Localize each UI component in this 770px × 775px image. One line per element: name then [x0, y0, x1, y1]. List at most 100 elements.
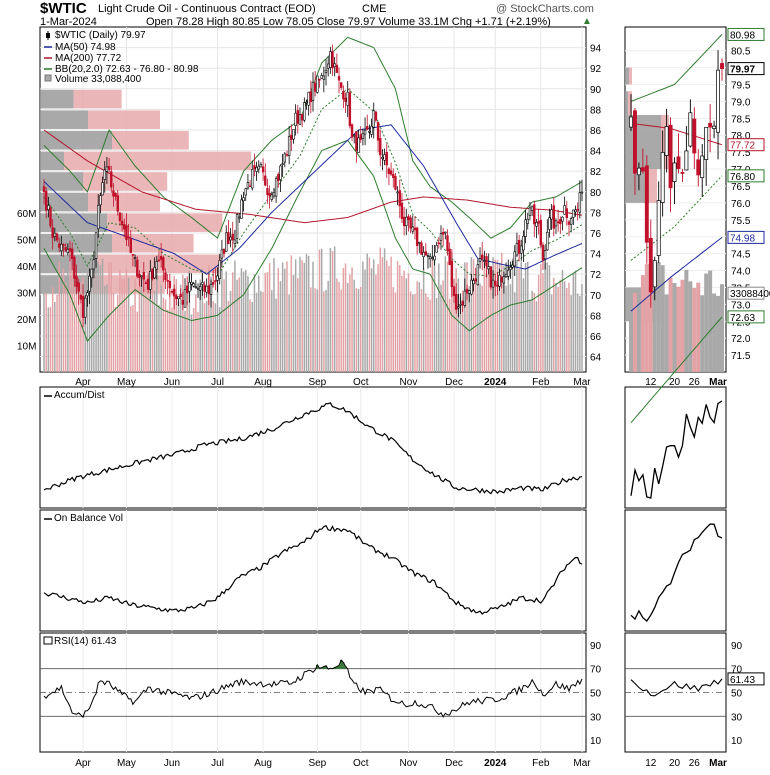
candle-body [55, 233, 59, 241]
volume-bar [327, 280, 329, 372]
candle-body [413, 227, 417, 231]
candle-body [214, 280, 217, 282]
candle-body [149, 270, 152, 290]
candle-body [179, 293, 182, 298]
volume-by-price-up-bar [40, 110, 88, 129]
volume-bar [223, 279, 225, 372]
zoom-candle-body [684, 150, 689, 171]
price-tick-66: 66 [590, 332, 602, 343]
candle-body [140, 275, 143, 278]
zoom-vbp-down-bar [629, 67, 632, 85]
volume-bar [522, 278, 525, 372]
candle-body [274, 177, 278, 197]
volume-bar [553, 277, 555, 372]
volume-bar [143, 286, 145, 372]
x-tick-label-Oct: Oct [353, 377, 369, 388]
volume-bar [357, 288, 360, 372]
rsi-tick-50: 50 [590, 689, 602, 700]
candle-body [541, 244, 545, 261]
volume-bar [290, 255, 293, 372]
zoom-x-tick-20: 20 [669, 377, 681, 388]
candle-body [578, 192, 582, 213]
candle-body [51, 227, 54, 239]
volume-bar [483, 255, 486, 372]
zoom-volume-bar [704, 273, 709, 372]
volume-bar [461, 290, 464, 372]
x-tick-label-Mar: Mar [573, 377, 591, 388]
volume-bar [238, 277, 240, 372]
volume-bar [288, 294, 290, 372]
zoom-candle-body [716, 69, 720, 133]
candle-body [185, 285, 189, 294]
volume-bar [266, 272, 269, 372]
volume-bar [377, 264, 379, 372]
bb-upper-value-label-box [727, 27, 765, 41]
volume-bar [535, 301, 538, 372]
price-tick-80: 80 [590, 188, 602, 199]
price-tick-78: 78 [590, 208, 602, 219]
volume-bar [125, 269, 128, 372]
volume-bar [301, 260, 303, 372]
candle-body [346, 91, 349, 106]
candle-body [481, 254, 484, 260]
volume-bar [451, 251, 453, 372]
accum-dist-panel-frame [39, 386, 587, 509]
volume-bar [355, 288, 358, 372]
candle-body [162, 257, 165, 271]
rsi-tick-90: 90 [590, 641, 602, 652]
volume-bar [90, 270, 93, 372]
volume-bar [84, 277, 86, 372]
candle-body [526, 218, 529, 224]
volume-bar [494, 259, 496, 372]
candle-body [136, 259, 139, 277]
candle-body [539, 219, 542, 246]
volume-bar [160, 285, 162, 372]
zoom-volume-bar [668, 277, 673, 372]
candle-body [68, 248, 72, 252]
candle-body [485, 256, 488, 267]
candle-body [294, 112, 297, 126]
volume-bar [80, 282, 82, 372]
candle-body [357, 137, 360, 153]
candle-body [255, 167, 258, 172]
candle-body [309, 91, 313, 103]
candle-body [574, 209, 577, 213]
candle-body [60, 243, 63, 252]
bb-lower-value-label: 72.63 [730, 313, 755, 324]
close-price-label: 79.97 [730, 65, 755, 76]
candle-body [524, 219, 527, 237]
candle-body [75, 276, 78, 287]
volume-bar [444, 256, 447, 372]
candle-body [320, 75, 323, 79]
zoom-candle-body [680, 172, 685, 174]
volume-bar [179, 284, 182, 372]
rsi-line [43, 659, 583, 719]
candle-body [548, 217, 551, 230]
volume-bar [43, 288, 45, 372]
zoom-volume-bar [676, 286, 681, 372]
zoom-candle-body [640, 167, 645, 172]
candle-body [554, 220, 558, 227]
zoom-volume-bar [696, 282, 701, 372]
candle-body [183, 289, 187, 308]
volume-bar [203, 303, 206, 372]
zoom-x-tick-bottom-12: 12 [645, 758, 657, 769]
volume-bar [533, 292, 536, 372]
volume-bar [527, 261, 529, 372]
candle-body [350, 124, 354, 138]
candle-body [454, 293, 458, 310]
x-tick-label-bottom-Apr: Apr [75, 758, 91, 769]
candle-body [57, 243, 61, 248]
volume-bar [455, 268, 457, 372]
candle-body [359, 134, 362, 140]
volume-bar [275, 298, 277, 372]
volume-bar [117, 295, 119, 372]
volume-bar [316, 289, 319, 372]
volume-bar [529, 299, 531, 372]
candle-body [181, 300, 185, 305]
candle-body [64, 247, 67, 251]
candle-body [431, 257, 434, 260]
candle-body [205, 285, 208, 293]
candle-body [422, 252, 425, 257]
candle-body [198, 286, 202, 291]
